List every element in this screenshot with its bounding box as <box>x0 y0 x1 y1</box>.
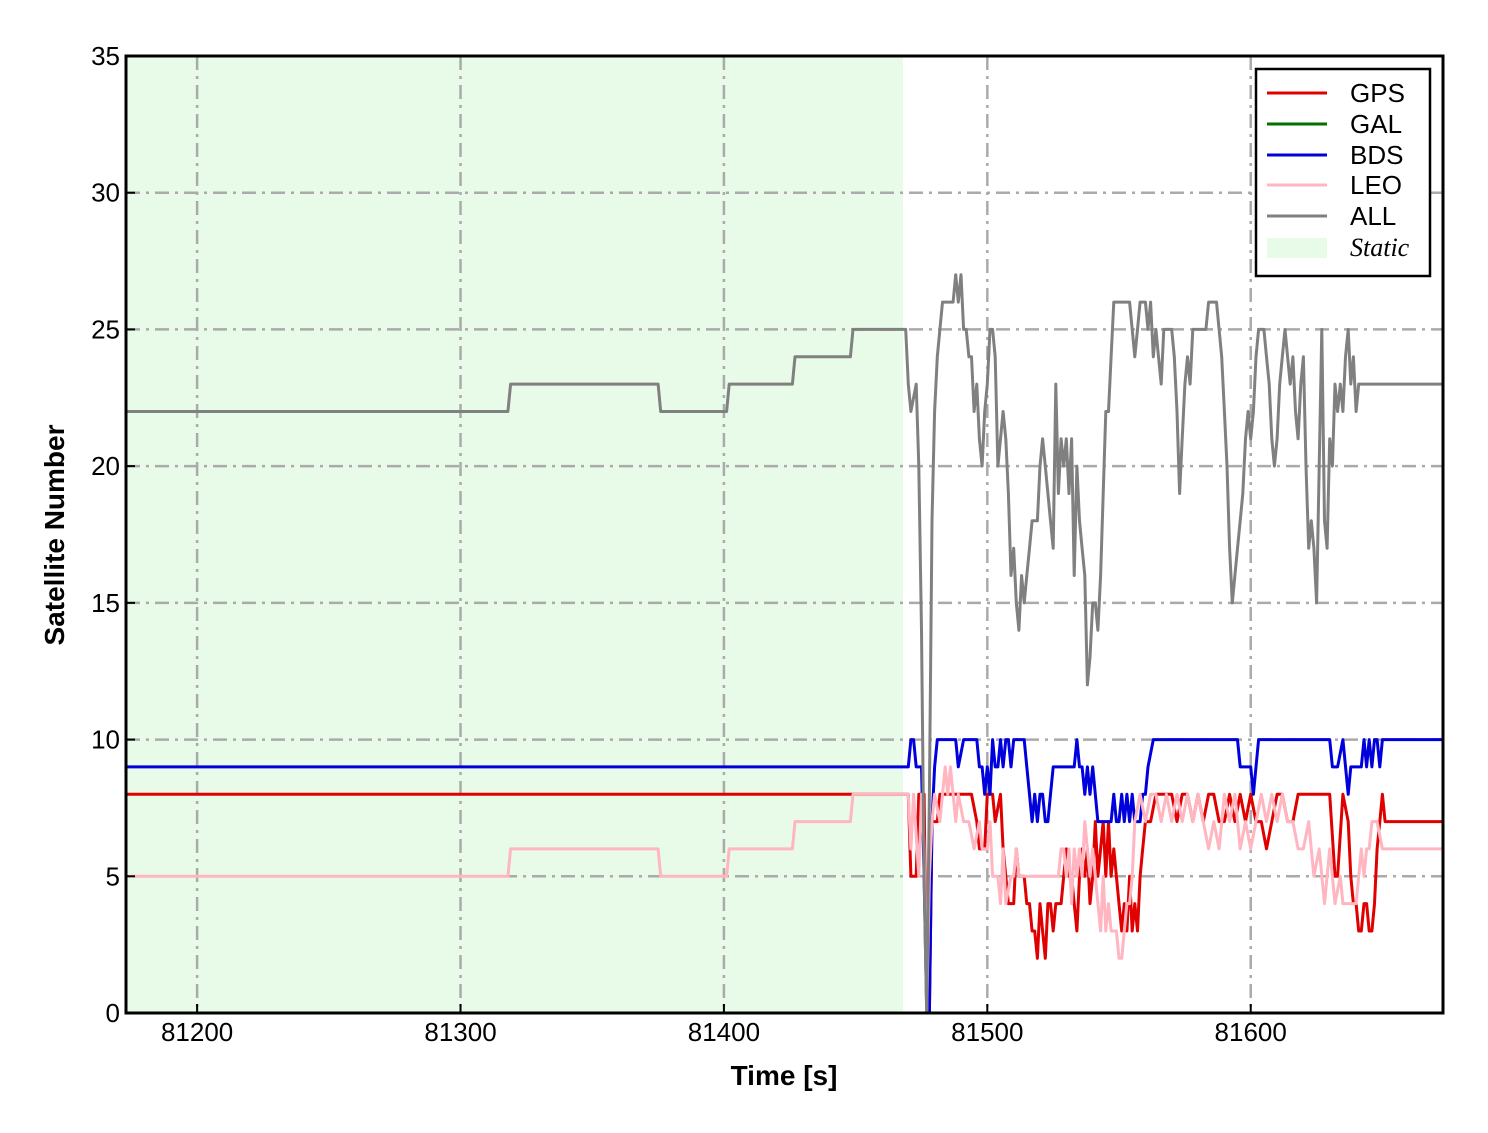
y-tick-label: 15 <box>91 588 120 618</box>
y-tick-label: 35 <box>91 41 120 71</box>
plot-frame <box>124 54 1445 1015</box>
legend: GPS GAL BDS LEO ALL Static <box>1254 67 1432 278</box>
legend-label-bds: BDS <box>1350 140 1403 170</box>
x-tick-label: 81600 <box>1215 1017 1287 1047</box>
y-tick-label: 0 <box>106 998 120 1028</box>
x-axis-label: Time [s] <box>731 1060 838 1091</box>
y-tick-label: 10 <box>91 725 120 755</box>
x-tick-label: 81300 <box>424 1017 496 1047</box>
legend-label-leo: LEO <box>1350 170 1402 200</box>
grid-lines <box>126 56 1443 1013</box>
y-tick-label: 25 <box>91 314 120 344</box>
y-tick-label: 20 <box>91 451 120 481</box>
y-axis-label: Satellite Number <box>39 424 70 645</box>
series-line-all <box>126 273 1445 1015</box>
x-tick-label: 81400 <box>688 1017 760 1047</box>
axis-ticks: 81200 81300 81400 81500 81600 0 5 10 15 20 25 30 35 <box>91 41 1287 1047</box>
y-tick-label: 30 <box>91 178 120 208</box>
legend-label-static: Static <box>1350 233 1410 262</box>
static-shaded-region <box>126 56 904 1013</box>
legend-label-all: ALL <box>1350 201 1396 231</box>
x-tick-label: 81200 <box>161 1017 233 1047</box>
legend-label-gps: GPS <box>1350 78 1405 108</box>
legend-swatch-static <box>1267 238 1327 258</box>
x-tick-label: 81500 <box>951 1017 1023 1047</box>
series-line-bds <box>126 738 1443 1015</box>
series-line-leo <box>126 765 1443 1015</box>
legend-label-gal: GAL <box>1350 109 1402 139</box>
y-tick-label: 5 <box>106 861 120 891</box>
